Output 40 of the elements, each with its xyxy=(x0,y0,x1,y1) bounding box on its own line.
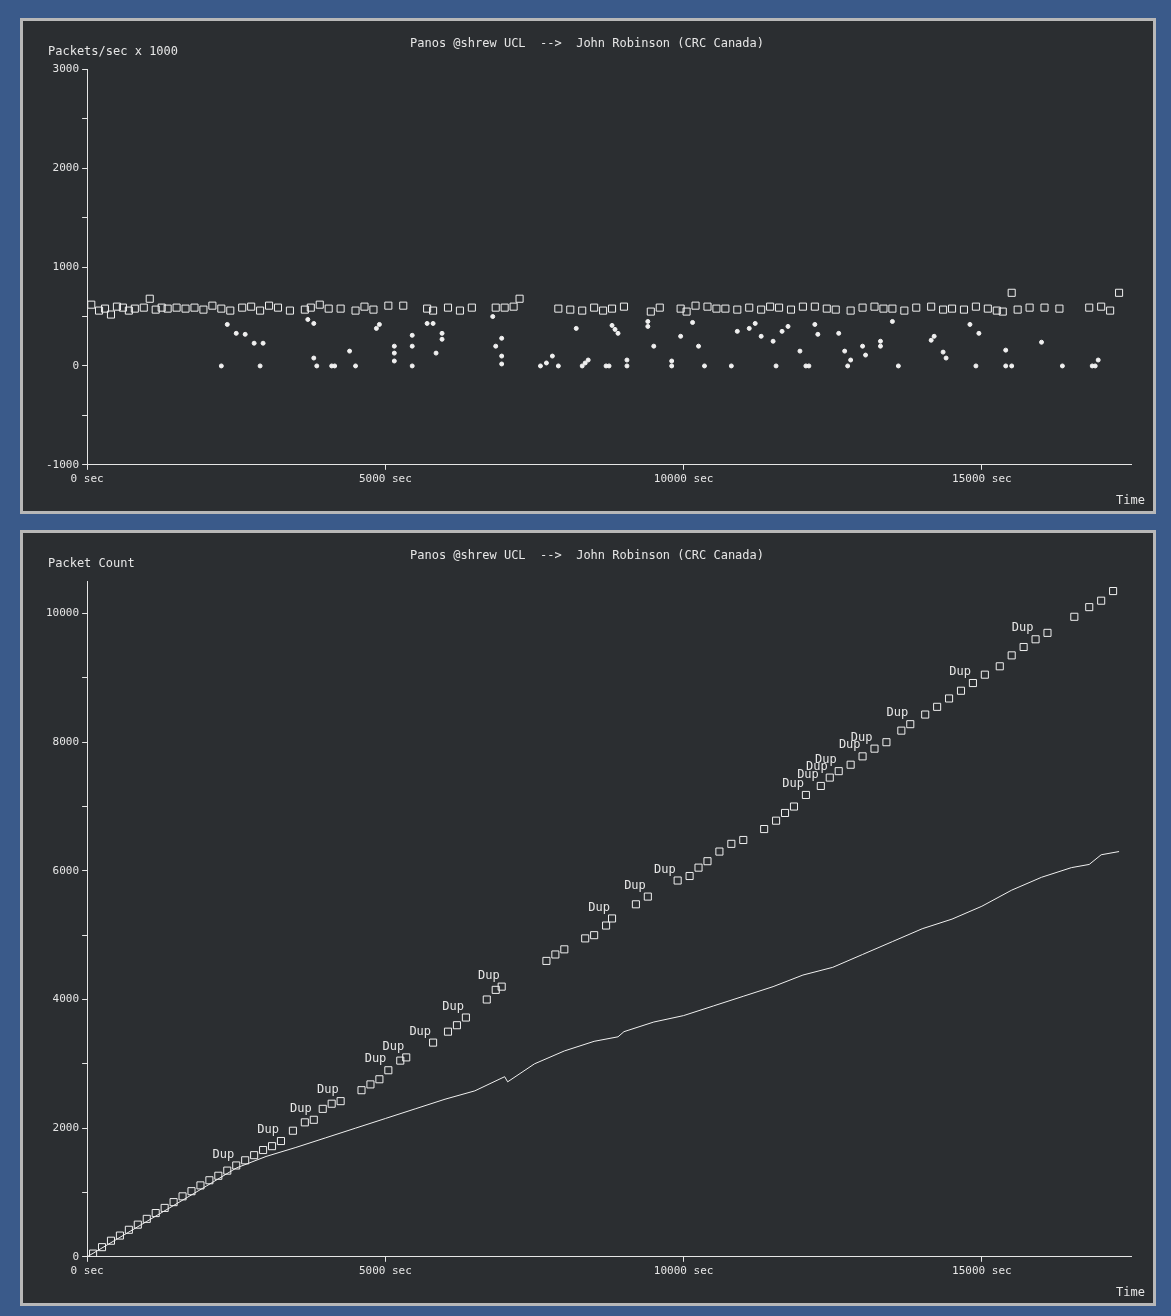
x-tick-label: 10000 sec xyxy=(653,1264,714,1278)
x-tick-label: 15000 sec xyxy=(952,472,1012,486)
annotation: Dup xyxy=(316,1082,339,1097)
x-tick-label: 5000 sec xyxy=(358,472,412,486)
chart-title: Panos @shrew UCL --> John Robinson (CRC Canada) xyxy=(409,36,765,51)
y-tick-label: 2000 xyxy=(52,1121,80,1135)
y-tick-label: 0 xyxy=(72,358,80,372)
y-tick-label: 0 xyxy=(72,1249,80,1263)
y-tick-label: 3000 xyxy=(52,62,80,76)
x-axis-title: Time xyxy=(1116,493,1145,508)
annotation: Dup xyxy=(653,861,676,876)
annotation: Dup xyxy=(382,1038,405,1053)
annotation: Dup xyxy=(257,1122,279,1137)
annotation: Dup xyxy=(949,664,971,679)
x-tick-label: 0 sec xyxy=(70,472,104,486)
annotation: Dup xyxy=(409,1023,432,1038)
y-tick-label: 8000 xyxy=(52,735,80,749)
y-tick-label: 6000 xyxy=(52,863,80,877)
annotation: Dup xyxy=(478,967,500,982)
y-tick-label: 2000 xyxy=(52,161,80,175)
x-axis-title: Time xyxy=(1116,1285,1145,1300)
y-tick-label: 1000 xyxy=(52,259,80,273)
y-tick-label: -1000 xyxy=(45,457,80,471)
y-tick-label: 4000 xyxy=(52,992,80,1006)
annotation: Dup xyxy=(588,899,611,914)
annotation: Dup xyxy=(290,1100,312,1115)
y-tick-label: 10000 xyxy=(45,606,80,620)
y-axis-title: Packet Count xyxy=(48,555,135,570)
annotation: Dup xyxy=(1011,620,1034,635)
annotation: Dup xyxy=(364,1051,387,1066)
annotation: Dup xyxy=(442,998,464,1013)
chart-title: Panos @shrew UCL --> John Robinson (CRC Canada) xyxy=(409,548,765,563)
x-tick-label: 5000 sec xyxy=(358,1264,412,1278)
annotation: Dup xyxy=(212,1146,235,1161)
x-tick-label: 0 sec xyxy=(70,1264,104,1278)
x-tick-label: 10000 sec xyxy=(653,472,714,486)
y-axis-title: Packets/sec x 1000 xyxy=(48,43,179,58)
x-tick-label: 15000 sec xyxy=(952,1264,1012,1278)
annotation: Dup xyxy=(886,705,909,720)
annotation: Dup xyxy=(624,877,646,892)
